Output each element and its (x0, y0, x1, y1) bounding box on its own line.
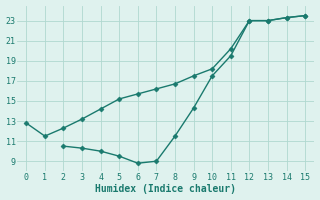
X-axis label: Humidex (Indice chaleur): Humidex (Indice chaleur) (95, 184, 236, 194)
